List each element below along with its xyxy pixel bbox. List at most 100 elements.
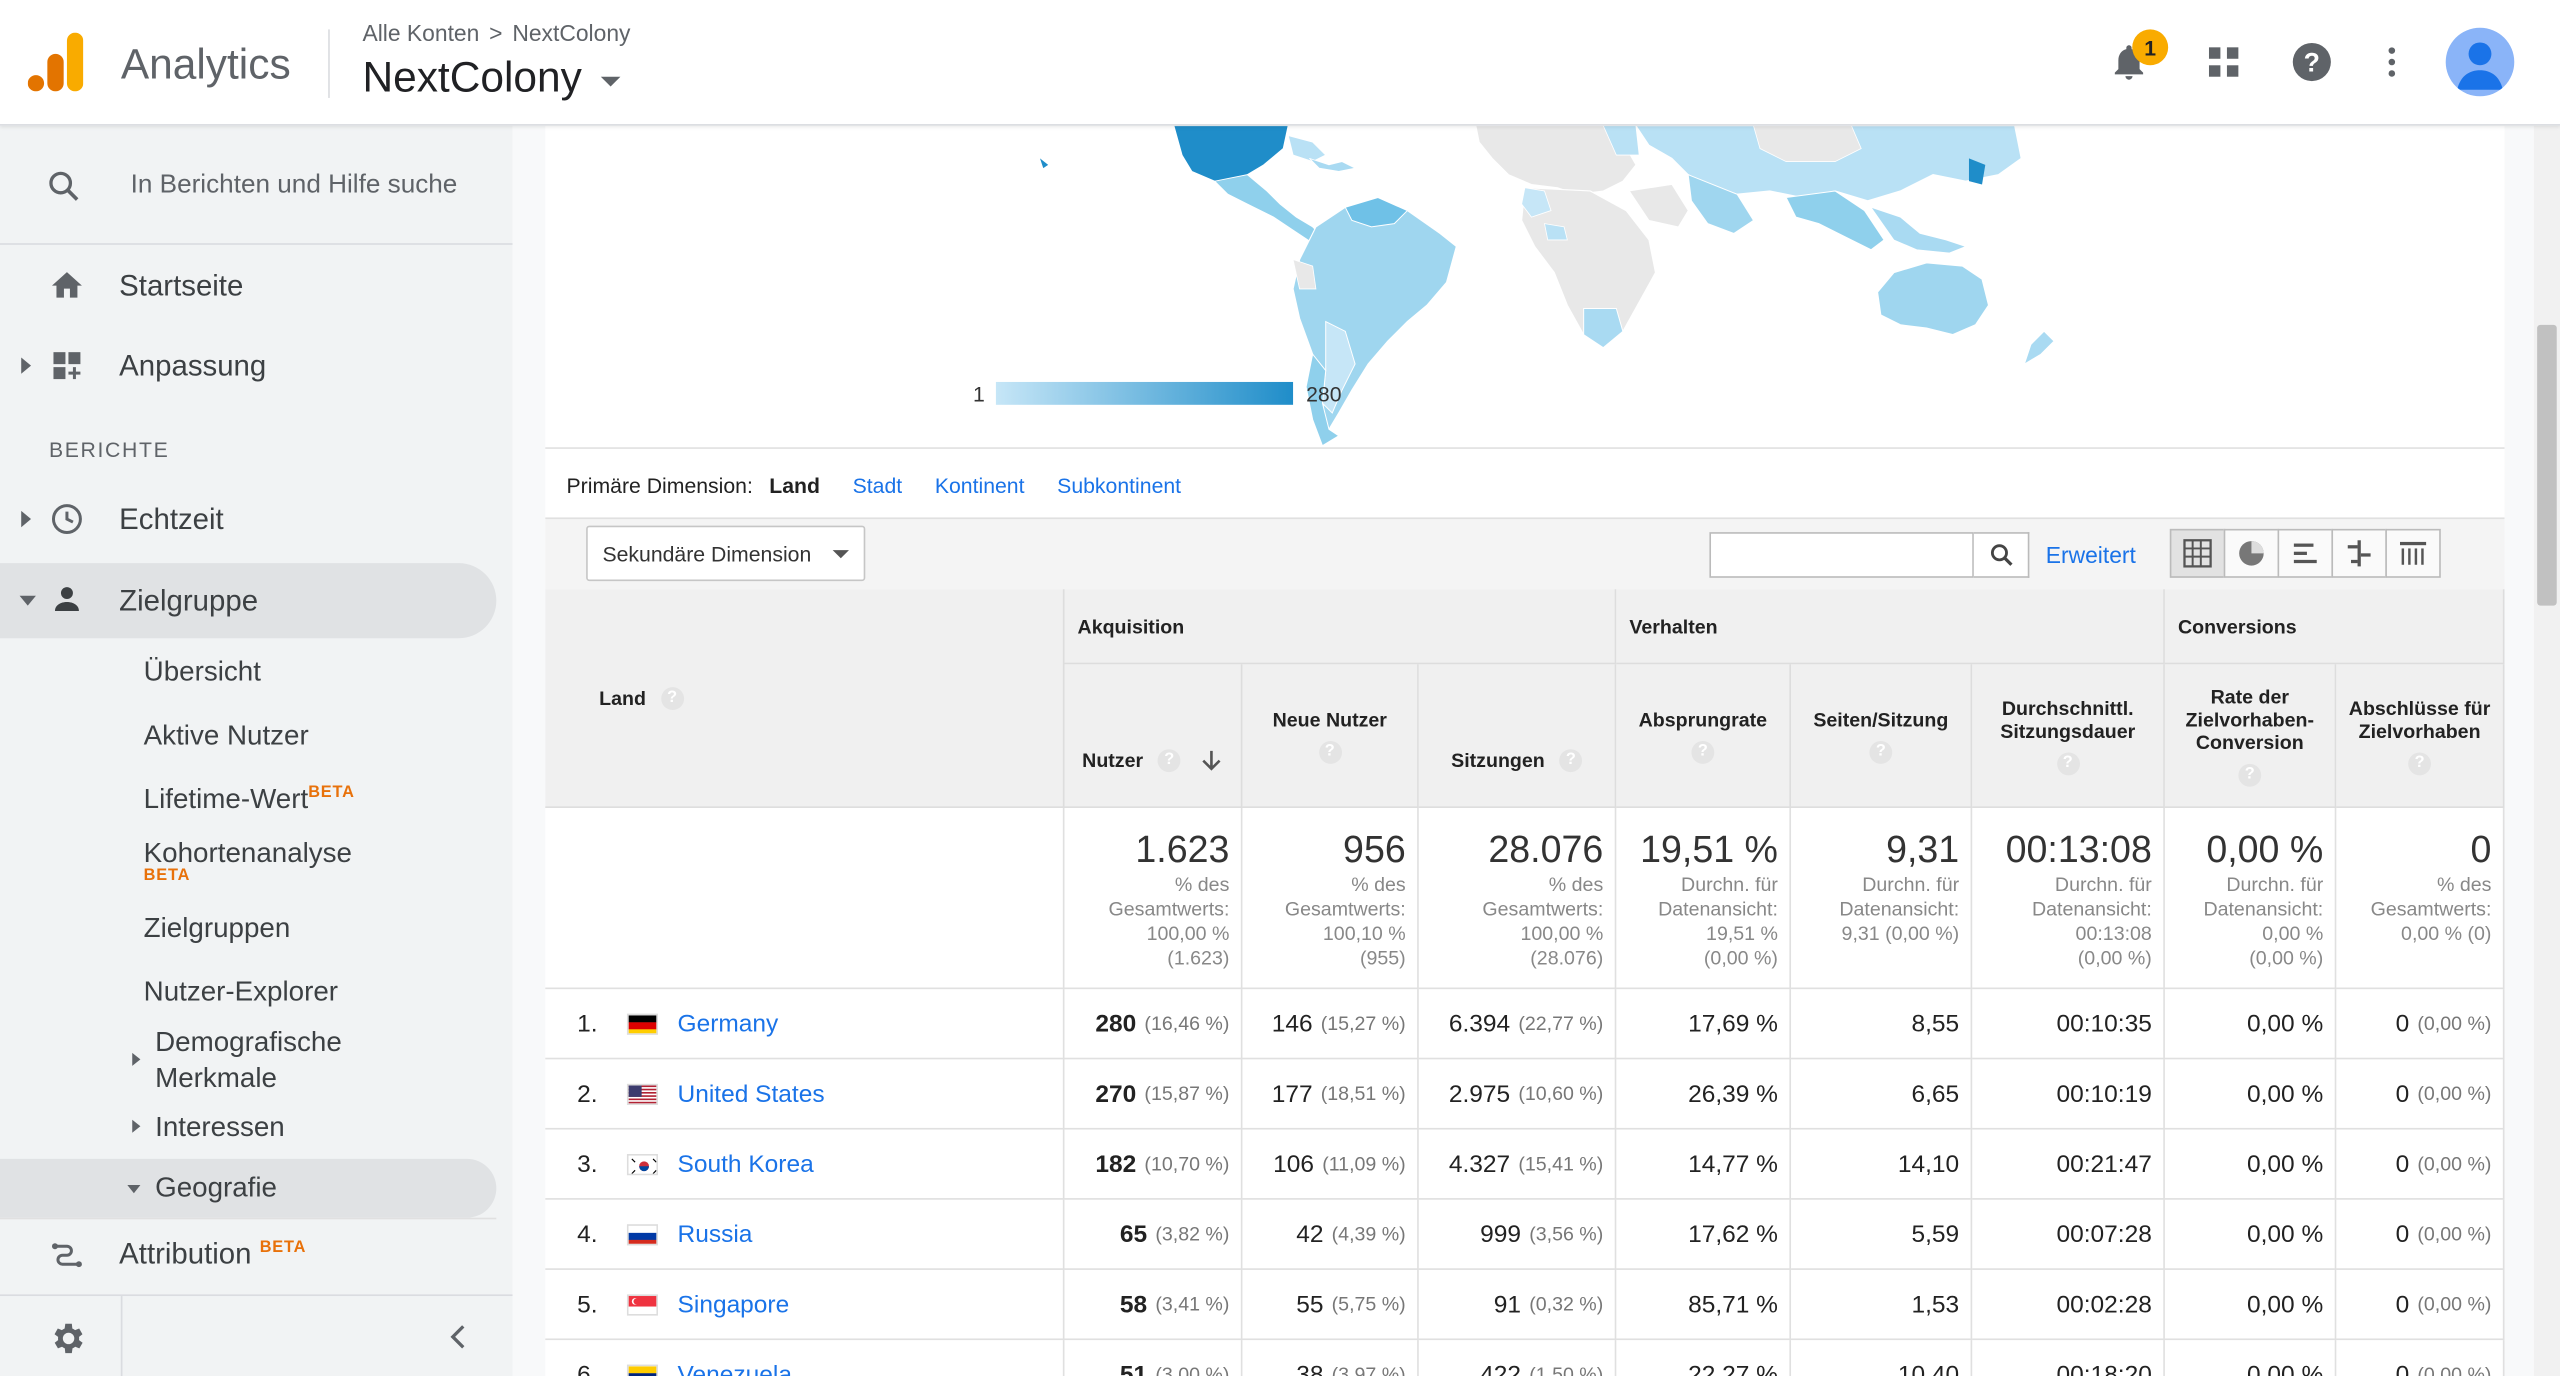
- help-icon[interactable]: ?: [2238, 763, 2262, 786]
- column-header-users[interactable]: Nutzer ?: [1064, 664, 1243, 808]
- admin-button[interactable]: [47, 1319, 86, 1366]
- table-row-country-cell: 3. South Korea: [545, 1129, 1065, 1200]
- cell-value: 17,62 %: [1688, 1220, 1778, 1248]
- property-selector[interactable]: NextColony: [362, 52, 622, 103]
- nav-audiences[interactable]: Zielgruppen: [143, 912, 291, 944]
- nav-attribution[interactable]: Attribution BETA: [0, 1217, 497, 1290]
- nav-lifetime-value[interactable]: Lifetime-WertBETA: [144, 783, 355, 816]
- more-options-button[interactable]: [2362, 33, 2421, 92]
- secondary-dimension-dropdown[interactable]: Sekundäre Dimension: [586, 525, 866, 582]
- primary-dimension-bar: Primäre Dimension: Land Stadt Kontinent …: [545, 452, 2504, 517]
- page-scrollbar[interactable]: [2533, 125, 2560, 1376]
- column-header-conversion-rate[interactable]: Rate der Zielvorhaben-Conversion ?: [2164, 664, 2337, 808]
- help-icon[interactable]: ?: [1559, 748, 1583, 772]
- dimension-link-city[interactable]: Stadt: [852, 472, 903, 498]
- help-icon[interactable]: ?: [1318, 740, 1342, 764]
- table-cell-conv: 0,00 %: [2164, 1129, 2337, 1200]
- table-cell-dur: 00:07:28: [1972, 1199, 2165, 1270]
- row-index: 4.: [577, 1220, 598, 1248]
- help-icon[interactable]: ?: [2408, 751, 2432, 775]
- bar-chart-icon: [2293, 543, 2317, 564]
- view-comparison-button[interactable]: [2331, 528, 2387, 578]
- world-map[interactable]: 1 280: [545, 125, 2505, 449]
- cell-value: 51: [1119, 1360, 1148, 1376]
- country-link[interactable]: Singapore: [677, 1290, 790, 1319]
- cell-value: 00:10:35: [2056, 1009, 2152, 1038]
- table-filter-input[interactable]: [1709, 532, 1974, 578]
- help-icon[interactable]: ?: [1691, 740, 1715, 764]
- help-button[interactable]: ?: [2282, 33, 2341, 92]
- row-index: 5.: [577, 1290, 598, 1319]
- nav-home[interactable]: Startseite: [0, 250, 496, 322]
- help-icon[interactable]: ?: [2056, 751, 2080, 775]
- advanced-filter-link[interactable]: Erweitert: [2045, 541, 2136, 569]
- column-header-duration-label: Durchschnittl. Sitzungsdauer: [2000, 696, 2136, 742]
- help-icon[interactable]: ?: [1157, 748, 1181, 772]
- breadcrumb-account: NextColony: [512, 19, 631, 46]
- column-header-pages-per-session[interactable]: Seiten/Sitzung ?: [1791, 664, 1973, 808]
- column-header-goal-completions[interactable]: Abschlüsse für Zielvorhaben ?: [2336, 664, 2505, 808]
- table-cell-conv: 0,00 %: [2165, 1340, 2337, 1376]
- cell-value: 17,69 %: [1688, 1009, 1778, 1038]
- nav-cohort-analysis[interactable]: Kohortenanalyse BETA: [144, 837, 352, 884]
- dimension-link-continent[interactable]: Kontinent: [934, 472, 1025, 498]
- nav-audience-overview[interactable]: Übersicht: [143, 656, 261, 688]
- country-link[interactable]: South Korea: [677, 1149, 814, 1178]
- column-header-bounce-rate[interactable]: Absprungrate ?: [1616, 664, 1792, 808]
- analytics-logo-icon[interactable]: [27, 32, 84, 92]
- table-row-country-cell: 4. Russia: [545, 1199, 1065, 1270]
- table-cell-pages: 5,59: [1791, 1199, 1973, 1270]
- table-cell-bounce: 17,69 %: [1616, 989, 1792, 1060]
- view-pie-button[interactable]: [2223, 528, 2280, 578]
- cell-percent: (10,70 %): [1144, 1152, 1230, 1176]
- totals-users-value: 1.623: [1135, 827, 1230, 870]
- help-icon[interactable]: ?: [1869, 740, 1893, 764]
- nav-realtime[interactable]: Echtzeit: [0, 483, 496, 555]
- account-avatar[interactable]: [2445, 27, 2515, 97]
- table-cell-sess: 4.327 (15,41 %): [1418, 1129, 1617, 1200]
- chevron-down-icon: [601, 75, 622, 86]
- pie-chart-icon: [2239, 541, 2264, 566]
- table-row-country-cell: 1. Germany: [545, 989, 1065, 1060]
- nav-demographics[interactable]: Demografische Merkmale: [155, 1026, 342, 1094]
- map-legend-max: 280: [1306, 384, 1341, 407]
- home-icon: [51, 272, 82, 298]
- dimension-link-subcontinent[interactable]: Subkontinent: [1057, 472, 1182, 498]
- nav-geo[interactable]: Geografie: [0, 1158, 497, 1218]
- table-filter-button[interactable]: [1973, 532, 2030, 578]
- apps-button[interactable]: [2194, 33, 2253, 92]
- view-table-button[interactable]: [2169, 528, 2226, 578]
- country-link[interactable]: Germany: [677, 1009, 779, 1038]
- cell-percent: (0,00 %): [2417, 1362, 2492, 1376]
- help-icon[interactable]: ?: [660, 686, 684, 710]
- cell-percent: (16,46 %): [1144, 1012, 1230, 1035]
- account-breadcrumb[interactable]: Alle Konten > NextColony: [362, 20, 630, 46]
- country-link[interactable]: Russia: [677, 1220, 753, 1248]
- column-header-sessions[interactable]: Sitzungen ?: [1418, 664, 1617, 808]
- cell-value: 0: [2395, 1149, 2410, 1178]
- country-link[interactable]: United States: [677, 1079, 825, 1108]
- scrollbar-thumb[interactable]: [2537, 324, 2557, 606]
- dashboard-plus-icon: [53, 352, 81, 380]
- breadcrumb-separator: >: [489, 19, 503, 46]
- cell-value: 00:21:47: [2056, 1149, 2152, 1178]
- collapse-arrow-icon: [19, 595, 36, 606]
- nav-active-users[interactable]: Aktive Nutzer: [143, 719, 309, 751]
- column-header-new-users[interactable]: Neue Nutzer ?: [1242, 664, 1419, 808]
- column-header-avg-duration[interactable]: Durchschnittl. Sitzungsdauer ?: [1972, 664, 2165, 808]
- primary-dimension-current: Land: [769, 472, 820, 498]
- nav-interests[interactable]: Interessen: [155, 1111, 285, 1143]
- view-pivot-button[interactable]: [2385, 528, 2441, 578]
- nav-customization[interactable]: Anpassung: [0, 330, 496, 402]
- view-performance-button[interactable]: [2277, 528, 2334, 578]
- nav-audience[interactable]: Zielgruppe: [0, 563, 497, 639]
- cell-value: 0: [2395, 1079, 2410, 1108]
- report-search[interactable]: In Berichten und Hilfe suche: [0, 126, 513, 245]
- sort-descending-icon[interactable]: [1200, 748, 1223, 771]
- cell-value: 22,27 %: [1688, 1360, 1778, 1376]
- country-link[interactable]: Venezuela: [677, 1360, 792, 1376]
- breadcrumb-root: Alle Konten: [362, 19, 480, 46]
- collapse-sidebar-button[interactable]: [441, 1319, 477, 1363]
- column-header-country[interactable]: Land ?: [545, 589, 1065, 808]
- nav-user-explorer[interactable]: Nutzer-Explorer: [143, 976, 339, 1008]
